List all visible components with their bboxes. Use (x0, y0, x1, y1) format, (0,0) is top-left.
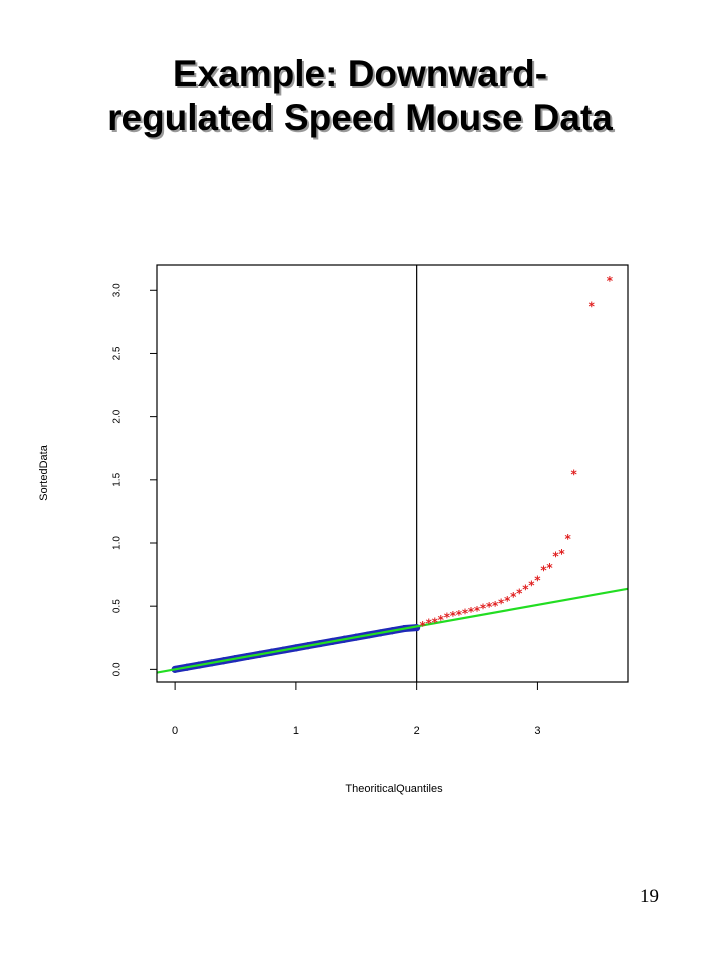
y-tick-label: 1.0 (112, 536, 123, 550)
data-point-star: * (498, 596, 505, 610)
data-point-star: * (564, 532, 571, 546)
data-point-star: * (420, 619, 427, 633)
x-tick-label: 1 (293, 725, 299, 737)
data-point-star: * (552, 550, 559, 564)
data-point-star: * (486, 600, 493, 614)
x-tick-label: 2 (414, 725, 420, 737)
data-point-star: * (546, 561, 553, 575)
data-point-star: * (432, 615, 439, 629)
x-tick-label: 3 (534, 725, 540, 737)
x-tick-label: 0 (172, 725, 178, 737)
y-tick-label: 0.5 (112, 599, 123, 613)
data-point-star: * (480, 601, 487, 615)
slide-title-line2: regulated Speed Mouse Data (107, 97, 613, 138)
data-point-star: * (510, 590, 517, 604)
y-tick-label: 3.0 (112, 283, 123, 297)
data-point-star: * (522, 582, 529, 596)
page-number: 19 (640, 886, 659, 907)
y-tick-label: 2.5 (112, 346, 123, 360)
x-axis-label: TheoriticalQuantiles (345, 783, 443, 795)
data-point-star: * (462, 607, 469, 621)
data-point-star: * (468, 605, 475, 619)
data-point-star: * (607, 274, 614, 288)
data-point-star: * (589, 299, 596, 313)
data-point-star: * (534, 574, 541, 588)
data-point-star: * (558, 547, 565, 561)
y-tick-label: 0.0 (112, 662, 123, 676)
data-point-star: * (492, 599, 499, 613)
data-point-star: * (456, 608, 463, 622)
data-point-star: * (450, 609, 457, 623)
data-point-star: * (571, 468, 578, 482)
plot-frame (156, 264, 629, 683)
y-tick-label: 1.5 (112, 472, 123, 486)
data-point-star: * (540, 564, 547, 578)
data-point-star: * (528, 579, 535, 593)
data-point-star: * (516, 586, 523, 600)
data-point-star: * (504, 594, 511, 608)
fit-line (157, 587, 628, 674)
data-point-star: * (426, 617, 433, 631)
data-point-star: * (444, 610, 451, 624)
slide-title-line1: Example: Downward- (172, 53, 548, 94)
data-point-star: * (474, 604, 481, 618)
y-tick-label: 2.0 (112, 409, 123, 423)
data-point-star: * (438, 613, 445, 627)
y-axis-label: SortedData (38, 444, 50, 501)
slide-title: Example: Downward- regulated Speed Mouse… (0, 52, 720, 140)
